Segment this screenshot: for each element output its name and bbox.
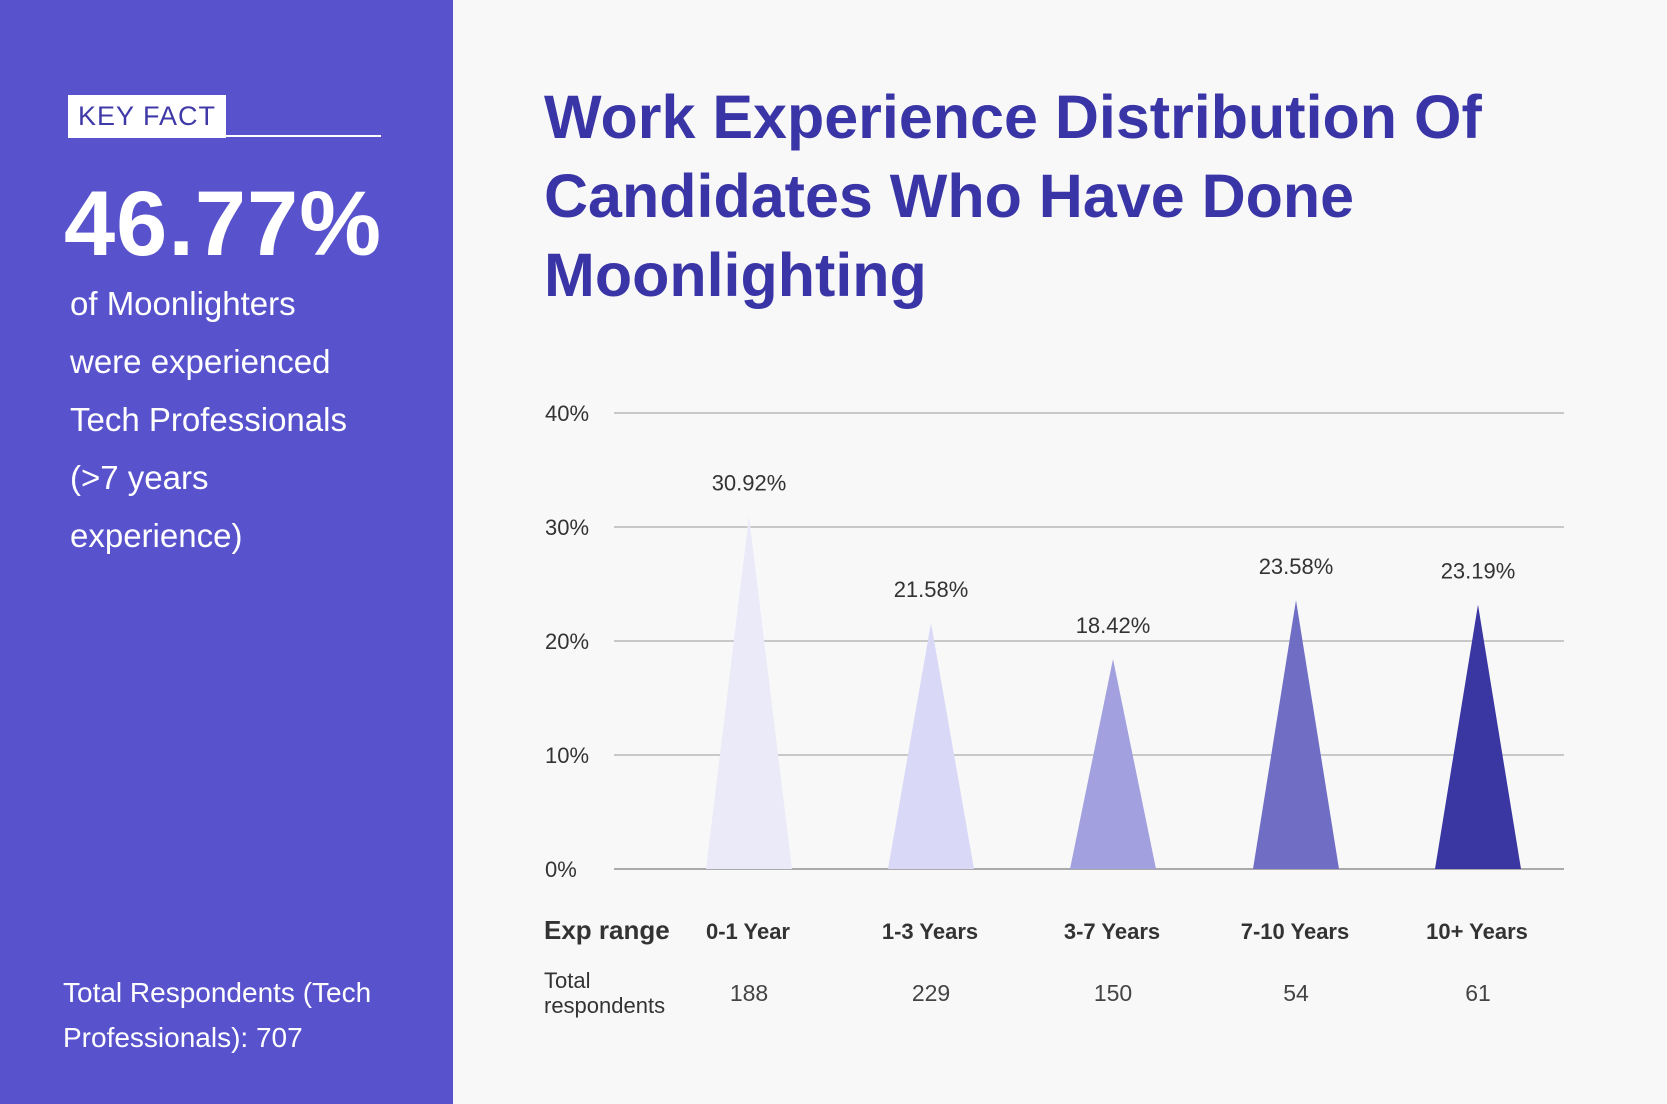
y-tick-label: 40% [545, 401, 589, 426]
respondents-row-label: respondents [544, 993, 665, 1018]
y-tick-label: 30% [545, 515, 589, 540]
bar-triangle [888, 622, 974, 869]
description-line: of Moonlighters [70, 285, 296, 322]
y-tick-label: 0% [545, 857, 577, 882]
description-line: (>7 years [70, 459, 209, 496]
bar-triangle [706, 516, 792, 869]
key-fact-panel: KEY FACT 46.77% of Moonlighters were exp… [0, 0, 453, 1104]
bar-triangle [1070, 659, 1156, 869]
key-fact-description: of Moonlighters were experienced Tech Pr… [70, 275, 430, 565]
y-tick-label: 20% [545, 629, 589, 654]
data-label: 23.58% [1259, 554, 1334, 579]
respondents-row-label: Total [544, 968, 590, 993]
bar-triangle [1435, 604, 1521, 869]
category-label: 3-7 Years [1064, 919, 1160, 944]
chart-title: Work Experience Distribution Of Candidat… [544, 83, 1482, 309]
category-label: 7-10 Years [1241, 919, 1349, 944]
key-fact-badge: KEY FACT [68, 95, 227, 138]
respondents-value: 229 [912, 980, 950, 1006]
bar-triangle [1253, 600, 1339, 869]
y-tick-label: 10% [545, 743, 589, 768]
respondents-value: 150 [1094, 980, 1132, 1006]
key-fact-underline [68, 135, 381, 137]
data-label: 18.42% [1076, 613, 1151, 638]
total-respondents: Total Respondents (Tech Professionals): … [63, 970, 443, 1060]
description-line: experience) [70, 517, 243, 554]
respondents-value: 61 [1465, 980, 1491, 1006]
category-label: 10+ Years [1426, 919, 1528, 944]
respondents-value: 54 [1283, 980, 1309, 1006]
category-row-label: Exp range [544, 915, 670, 945]
data-label: 21.58% [894, 577, 969, 602]
category-label: 1-3 Years [882, 919, 978, 944]
total-line: Professionals): 707 [63, 1022, 303, 1053]
category-label: 0-1 Year [706, 919, 790, 944]
description-line: were experienced [70, 343, 331, 380]
total-line: Total Respondents (Tech [63, 977, 372, 1008]
respondents-value: 188 [730, 980, 768, 1006]
data-label: 23.19% [1441, 559, 1516, 584]
description-line: Tech Professionals [70, 401, 347, 438]
key-stat: 46.77% [64, 173, 383, 275]
data-label: 30.92% [712, 471, 787, 496]
